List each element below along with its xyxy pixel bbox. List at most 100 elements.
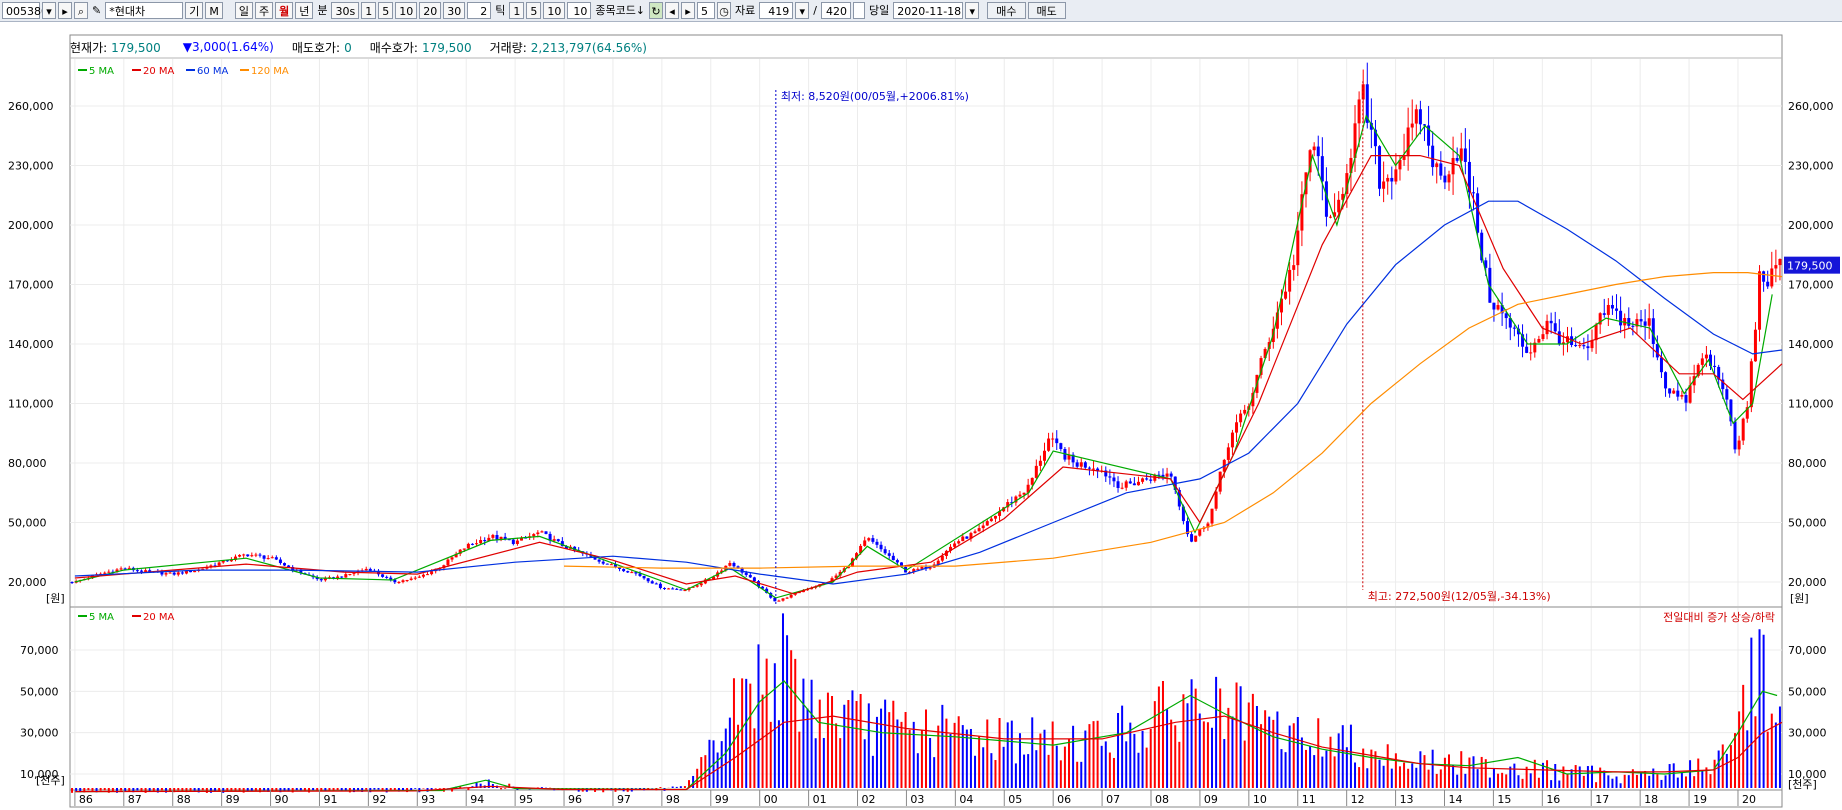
candle-body bbox=[634, 572, 638, 574]
period-month-button[interactable]: 월 bbox=[275, 2, 294, 19]
ki-button[interactable]: 기 bbox=[185, 2, 204, 19]
candle-body bbox=[503, 536, 507, 540]
candle-body bbox=[1014, 496, 1018, 503]
m-button[interactable]: M bbox=[205, 2, 223, 19]
tick-5-button[interactable]: 5 bbox=[526, 2, 542, 19]
sell-button[interactable]: 매도 bbox=[1027, 2, 1066, 19]
candle-body bbox=[1087, 467, 1091, 469]
volume-y-tick-right: 30,000 bbox=[1788, 727, 1827, 740]
candle-body bbox=[544, 531, 548, 534]
x-tick-label: 87 bbox=[128, 793, 142, 806]
stock-name-input[interactable]: *현대차 bbox=[105, 2, 184, 19]
candle-body bbox=[123, 568, 127, 570]
period-day-button[interactable]: 일 bbox=[234, 2, 253, 19]
candle-body bbox=[1402, 156, 1406, 160]
pen-icon[interactable]: ✎ bbox=[92, 4, 102, 17]
candle-body bbox=[985, 521, 989, 526]
minute-30-button[interactable]: 30 bbox=[443, 2, 466, 19]
code-dropdown-icon[interactable]: ▾ bbox=[42, 2, 56, 19]
candle-body bbox=[1766, 281, 1770, 287]
candle-body bbox=[667, 588, 671, 590]
refresh-icon[interactable]: ↻ bbox=[649, 2, 664, 19]
price-y-tick-right: 200,000 bbox=[1788, 219, 1834, 232]
volume-y-tick-left: 10,000 bbox=[20, 768, 59, 781]
candle-body bbox=[421, 574, 425, 577]
step-input[interactable]: 5 bbox=[697, 2, 716, 19]
candle-body bbox=[626, 571, 630, 573]
code-link-label: 종목코드↓ bbox=[595, 4, 646, 17]
candle-body bbox=[1226, 447, 1230, 460]
tick-1-button[interactable]: 1 bbox=[509, 2, 525, 19]
data-count-input[interactable]: 419 bbox=[759, 2, 794, 19]
candle-body bbox=[1586, 346, 1590, 349]
minute-20-button[interactable]: 20 bbox=[419, 2, 442, 19]
tick-input[interactable]: 2 bbox=[467, 2, 492, 19]
candle-body bbox=[1467, 161, 1471, 193]
candle-body bbox=[899, 562, 903, 567]
last-price-tag bbox=[1784, 256, 1840, 274]
candle-body bbox=[618, 567, 622, 569]
period-year-button[interactable]: 년 bbox=[295, 2, 314, 19]
candle-body bbox=[536, 532, 540, 535]
candle-body bbox=[1594, 324, 1598, 341]
candle-body bbox=[209, 565, 213, 568]
data-count-dropdown-icon[interactable]: ▾ bbox=[795, 2, 810, 19]
volume-ma20-line bbox=[74, 715, 1783, 793]
candle-body bbox=[1574, 345, 1578, 347]
candle-body bbox=[663, 588, 667, 590]
candle-body bbox=[859, 545, 863, 554]
play-icon[interactable]: ▸ bbox=[681, 2, 696, 19]
candle-body bbox=[998, 511, 1002, 516]
candle-body bbox=[148, 570, 152, 572]
candle-body bbox=[1132, 483, 1136, 486]
volume-y-tick-right: 50,000 bbox=[1788, 685, 1827, 698]
x-tick-label: 86 bbox=[79, 793, 93, 806]
tick-custom-input[interactable]: 10 bbox=[567, 2, 592, 19]
x-tick-label: 90 bbox=[275, 793, 289, 806]
candle-body bbox=[916, 568, 920, 570]
candle-body bbox=[1124, 481, 1128, 488]
prev-icon[interactable]: ◂ bbox=[665, 2, 680, 19]
search-icon[interactable]: ⌕ bbox=[74, 2, 88, 19]
candle-body bbox=[601, 561, 605, 564]
minute-30s-button[interactable]: 30s bbox=[331, 2, 360, 19]
next-arrow-icon[interactable]: ▸ bbox=[58, 2, 72, 19]
candle-body bbox=[470, 543, 474, 545]
candle-body bbox=[1288, 269, 1292, 292]
candle-body bbox=[1410, 123, 1414, 128]
stock-code-input[interactable]: 005380 bbox=[2, 2, 48, 19]
x-tick-label: 99 bbox=[715, 793, 729, 806]
date-dropdown-icon[interactable]: ▾ bbox=[965, 2, 980, 19]
candle-body bbox=[1185, 521, 1189, 535]
candle-body bbox=[1582, 345, 1586, 347]
period-week-button[interactable]: 주 bbox=[254, 2, 274, 19]
candle-body bbox=[1214, 491, 1218, 509]
date-input[interactable]: 2020-11-18 bbox=[893, 2, 964, 19]
x-tick-label: 14 bbox=[1448, 793, 1462, 806]
candle-body bbox=[953, 543, 957, 547]
price-candles bbox=[70, 62, 1782, 602]
candle-body bbox=[855, 553, 859, 559]
volume-ma5-line bbox=[74, 680, 1778, 793]
same-day-checkbox[interactable] bbox=[853, 2, 865, 19]
candle-body bbox=[1647, 318, 1651, 326]
candle-body bbox=[283, 563, 287, 566]
candle-body bbox=[691, 586, 695, 588]
clock-icon[interactable]: ◷ bbox=[717, 2, 732, 19]
candle-body bbox=[981, 525, 985, 529]
minute-5-button[interactable]: 5 bbox=[378, 2, 394, 19]
candle-body bbox=[1357, 99, 1361, 124]
candle-body bbox=[654, 583, 658, 585]
minute-1-button[interactable]: 1 bbox=[361, 2, 377, 19]
candle-body bbox=[397, 582, 401, 584]
candle-body bbox=[1300, 194, 1304, 231]
candle-body bbox=[1745, 407, 1749, 419]
price-grid bbox=[70, 59, 1782, 606]
buy-button[interactable]: 매수 bbox=[987, 2, 1026, 19]
price-y-tick-left: 140,000 bbox=[8, 338, 54, 351]
minute-10-button[interactable]: 10 bbox=[395, 2, 418, 19]
candle-body bbox=[875, 541, 879, 545]
candle-body bbox=[928, 567, 932, 569]
tick-10-button[interactable]: 10 bbox=[543, 2, 566, 19]
